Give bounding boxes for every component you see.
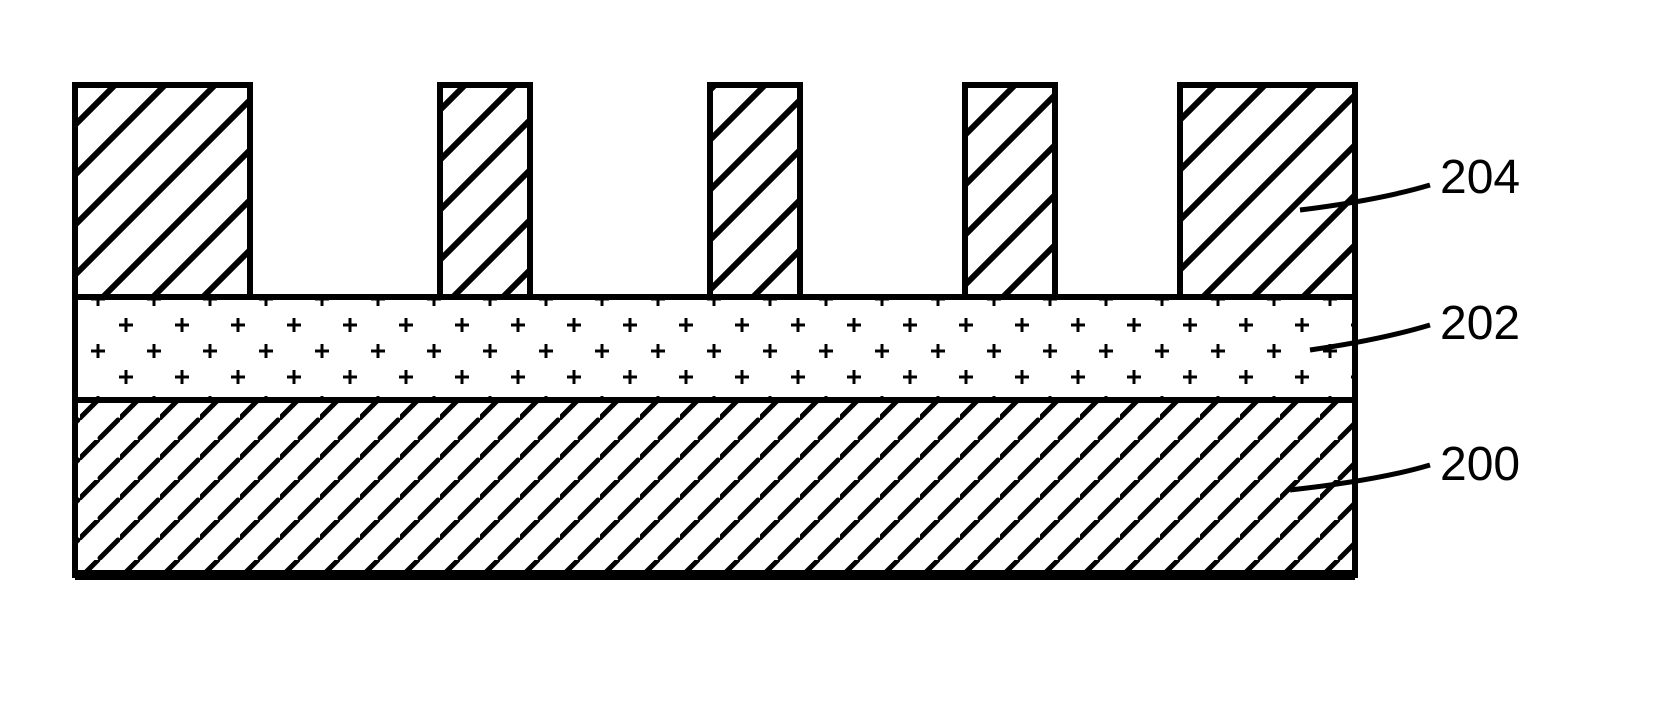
layer-204-segment-3 — [965, 85, 1055, 297]
layer-204-segment-0 — [75, 85, 250, 297]
layer-204-segment-1 — [440, 85, 530, 297]
layer-204-segment-4 — [1180, 85, 1355, 297]
cross-section-figure — [0, 0, 1654, 709]
label-200: 200 — [1440, 437, 1520, 492]
layer-204-segment-2 — [710, 85, 800, 297]
label-202: 202 — [1440, 296, 1520, 351]
layer-202 — [75, 297, 1355, 400]
label-204: 204 — [1440, 150, 1520, 205]
layer-200 — [75, 400, 1355, 575]
